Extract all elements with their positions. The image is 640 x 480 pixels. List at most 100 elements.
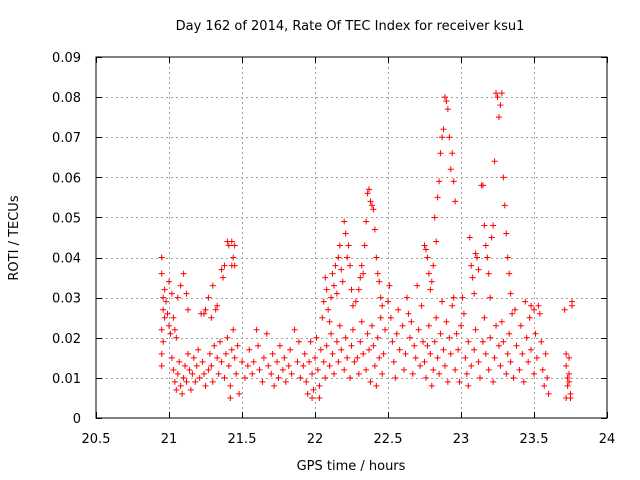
data-point: [563, 362, 570, 369]
data-point: [241, 374, 248, 381]
data-point: [357, 338, 364, 345]
data-point: [376, 354, 383, 361]
data-point: [427, 286, 434, 293]
data-point: [328, 330, 335, 337]
data-point: [228, 238, 235, 245]
data-point: [168, 290, 175, 297]
data-point: [199, 358, 206, 365]
data-point: [184, 350, 191, 357]
data-point: [482, 242, 489, 249]
data-point: [386, 282, 393, 289]
data-point: [227, 394, 234, 401]
data-point: [427, 350, 434, 357]
data-point: [187, 386, 194, 393]
data-point: [373, 254, 380, 261]
data-point: [335, 254, 342, 261]
data-point: [301, 350, 308, 357]
data-point: [487, 334, 494, 341]
data-point: [186, 366, 193, 373]
data-point: [177, 382, 184, 389]
data-point: [396, 346, 403, 353]
data-point: [230, 254, 237, 261]
data-point: [434, 194, 441, 201]
data-point: [447, 166, 454, 173]
data-point: [166, 322, 172, 329]
data-point: [285, 362, 292, 369]
data-point: [255, 342, 262, 349]
data-point: [446, 334, 453, 341]
data-point: [516, 366, 523, 373]
data-point: [379, 370, 386, 377]
data-point: [341, 366, 348, 373]
data-point: [449, 302, 456, 309]
data-point: [411, 342, 418, 349]
data-point: [349, 302, 356, 309]
data-point: [304, 390, 311, 397]
data-point: [531, 370, 537, 377]
data-point: [479, 338, 486, 345]
data-point: [176, 358, 183, 365]
data-point: [561, 306, 568, 313]
data-point: [405, 310, 412, 317]
data-point: [279, 366, 286, 373]
data-points: [158, 90, 575, 401]
data-point: [312, 354, 318, 361]
data-point: [377, 314, 384, 321]
data-point: [367, 378, 374, 385]
y-tick-label: 0: [73, 412, 81, 427]
data-point: [447, 350, 454, 357]
data-point: [170, 314, 177, 321]
data-point: [174, 370, 181, 377]
data-point: [320, 358, 327, 365]
data-point: [167, 330, 174, 337]
data-point: [532, 330, 539, 337]
data-point: [360, 350, 367, 357]
data-point: [208, 314, 215, 321]
data-point: [209, 282, 216, 289]
y-tick-label: 0.07: [52, 131, 81, 146]
chart-title: Day 162 of 2014, Rate Of TEC Index for r…: [176, 19, 525, 34]
data-point: [377, 294, 384, 301]
data-point: [536, 310, 543, 317]
data-point: [202, 382, 209, 389]
data-point: [230, 326, 237, 333]
data-point: [491, 354, 498, 361]
y-tick-labels: 0 0.01 0.02 0.03 0.04 0.05 0.06 0.07 0.08 0.09: [52, 51, 81, 427]
data-point: [366, 186, 373, 193]
data-point: [563, 394, 570, 401]
y-tick-label: 0.05: [52, 211, 81, 226]
data-point: [160, 294, 167, 301]
data-point: [319, 314, 326, 321]
data-point: [208, 362, 215, 369]
data-point: [513, 342, 520, 349]
data-point: [528, 302, 535, 309]
data-point: [566, 370, 573, 377]
data-point: [314, 366, 321, 373]
data-point: [333, 290, 340, 297]
data-point: [436, 178, 443, 185]
data-point: [317, 346, 324, 353]
data-point: [160, 306, 167, 313]
data-point: [490, 222, 497, 229]
data-point: [192, 378, 199, 385]
data-point: [205, 294, 212, 301]
data-point: [395, 306, 402, 313]
data-point: [374, 334, 381, 341]
data-point: [431, 338, 438, 345]
data-point: [490, 378, 497, 385]
data-point: [220, 274, 227, 281]
data-point: [338, 346, 345, 353]
data-point: [428, 382, 435, 389]
data-point: [431, 214, 438, 221]
data-point: [541, 382, 548, 389]
data-point: [500, 174, 507, 181]
data-point: [506, 330, 513, 337]
data-point: [428, 278, 435, 285]
y-tick-label: 0.01: [52, 372, 81, 387]
data-point: [519, 350, 526, 357]
data-point: [376, 278, 383, 285]
data-point: [456, 378, 463, 385]
data-point: [484, 254, 491, 261]
data-point: [485, 366, 492, 373]
data-point: [475, 358, 482, 365]
